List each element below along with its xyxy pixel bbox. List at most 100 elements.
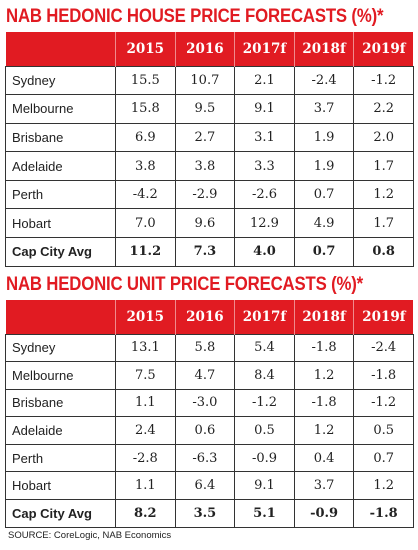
value-cell: -2.8 xyxy=(115,443,176,473)
value-cell: 5.4 xyxy=(234,333,295,363)
value-cell: 2.7 xyxy=(174,122,236,153)
value-cell: 3.3 xyxy=(234,151,295,181)
value-cell: 0.5 xyxy=(353,416,414,445)
value-cell: 8.2 xyxy=(115,499,176,528)
value-cell: 0.7 xyxy=(293,237,355,267)
column-header: 2019f xyxy=(353,32,414,66)
row-label: Brisbane xyxy=(5,388,116,418)
column-header: 2017f xyxy=(234,32,295,66)
table-row: Adelaide 2.4 0.6 0.5 1.2 0.5 xyxy=(5,416,414,445)
value-cell: 1.9 xyxy=(293,151,355,181)
value-cell: 1.7 xyxy=(353,208,414,239)
value-cell: 1.7 xyxy=(353,151,414,181)
table-row: Hobart 1.1 6.4 9.1 3.7 1.2 xyxy=(5,471,414,501)
row-label: Melbourne xyxy=(5,94,116,124)
value-cell: 0.7 xyxy=(293,179,355,210)
column-header: 2018f xyxy=(293,32,354,66)
source-note: SOURCE: CoreLogic, NAB Economics xyxy=(8,530,172,541)
value-cell: 9.5 xyxy=(174,94,236,124)
table-header-row: 2015 2016 2017f 2018f 2019f xyxy=(5,32,414,66)
value-cell: -2.4 xyxy=(293,65,355,96)
row-label: Sydney xyxy=(5,333,116,363)
value-cell: 0.5 xyxy=(234,416,295,445)
value-cell: 1.2 xyxy=(353,471,414,501)
average-row: Cap City Avg 11.2 7.3 4.0 0.7 0.8 xyxy=(5,237,414,267)
value-cell: 0.8 xyxy=(353,237,414,267)
value-cell: 3.7 xyxy=(293,471,355,501)
house-price-table: 2015 2016 2017f 2018f 2019f Sydney 15.5 10.7 2.… xyxy=(5,32,414,267)
column-header: 2015 xyxy=(115,300,176,334)
table-row: Sydney 15.5 10.7 2.1 -2.4 -1.2 xyxy=(5,65,414,96)
unit-table-title: NAB HEDONIC UNIT PRICE FORECASTS (%)* xyxy=(6,273,364,295)
value-cell: 3.7 xyxy=(293,94,355,124)
row-label: Sydney xyxy=(5,65,116,96)
value-cell: 13.1 xyxy=(115,333,176,363)
value-cell: -1.2 xyxy=(353,388,414,418)
value-cell: -4.2 xyxy=(115,179,176,210)
value-cell: 7.3 xyxy=(174,237,236,267)
value-cell: 6.4 xyxy=(174,471,236,501)
value-cell: 3.8 xyxy=(174,151,236,181)
value-cell: 7.5 xyxy=(115,361,176,390)
column-header: 2016 xyxy=(174,300,235,334)
table-row: Melbourne 7.5 4.7 8.4 1.2 -1.8 xyxy=(5,361,414,390)
column-header: 2018f xyxy=(293,300,354,334)
value-cell: -1.8 xyxy=(353,361,414,390)
column-header: 2015 xyxy=(115,32,176,66)
value-cell: 10.7 xyxy=(174,65,236,96)
value-cell: -2.9 xyxy=(174,179,236,210)
value-cell: -1.8 xyxy=(293,388,355,418)
table-row: Adelaide 3.8 3.8 3.3 1.9 1.7 xyxy=(5,151,414,181)
row-label: Adelaide xyxy=(5,151,116,181)
table-row: Brisbane 1.1 -3.0 -1.2 -1.8 -1.2 xyxy=(5,388,414,418)
value-cell: 2.2 xyxy=(353,94,414,124)
value-cell: 3.5 xyxy=(174,499,236,528)
value-cell: 0.6 xyxy=(174,416,236,445)
value-cell: -0.9 xyxy=(234,443,295,473)
value-cell: 1.2 xyxy=(293,416,355,445)
value-cell: -2.6 xyxy=(234,179,295,210)
value-cell: 9.1 xyxy=(234,471,295,501)
table-row: Hobart 7.0 9.6 12.9 4.9 1.7 xyxy=(5,208,414,239)
value-cell: 6.9 xyxy=(115,122,176,153)
row-label: Cap City Avg xyxy=(5,237,116,267)
value-cell: 2.4 xyxy=(115,416,176,445)
value-cell: 0.7 xyxy=(353,443,414,473)
value-cell: 15.5 xyxy=(115,65,176,96)
value-cell: 8.4 xyxy=(234,361,295,390)
row-label: Cap City Avg xyxy=(5,499,116,528)
header-cell-blank xyxy=(5,300,116,334)
table-row: Perth -2.8 -6.3 -0.9 0.4 0.7 xyxy=(5,443,414,473)
row-label: Hobart xyxy=(5,471,116,501)
value-cell: -1.8 xyxy=(293,333,355,363)
column-header: 2017f xyxy=(234,300,295,334)
value-cell: 12.9 xyxy=(234,208,295,239)
value-cell: 2.0 xyxy=(353,122,414,153)
value-cell: 11.2 xyxy=(115,237,176,267)
value-cell: 9.1 xyxy=(234,94,295,124)
value-cell: 1.1 xyxy=(115,388,176,418)
house-table-title: NAB HEDONIC HOUSE PRICE FORECASTS (%)* xyxy=(6,5,384,27)
value-cell: 3.1 xyxy=(234,122,295,153)
row-label: Hobart xyxy=(5,208,116,239)
table-header-row: 2015 2016 2017f 2018f 2019f xyxy=(5,300,414,334)
column-header: 2016 xyxy=(174,32,235,66)
value-cell: 1.9 xyxy=(293,122,355,153)
value-cell: -6.3 xyxy=(174,443,236,473)
value-cell: 5.8 xyxy=(174,333,236,363)
value-cell: 7.0 xyxy=(115,208,176,239)
row-label: Perth xyxy=(5,179,116,210)
table-row: Perth -4.2 -2.9 -2.6 0.7 1.2 xyxy=(5,179,414,210)
value-cell: 5.1 xyxy=(234,499,295,528)
value-cell: 1.2 xyxy=(353,179,414,210)
average-row: Cap City Avg 8.2 3.5 5.1 -0.9 -1.8 xyxy=(5,499,414,528)
table-row: Sydney 13.1 5.8 5.4 -1.8 -2.4 xyxy=(5,333,414,363)
value-cell: 15.8 xyxy=(115,94,176,124)
value-cell: 9.6 xyxy=(174,208,236,239)
value-cell: 3.8 xyxy=(115,151,176,181)
table-row: Brisbane 6.9 2.7 3.1 1.9 2.0 xyxy=(5,122,414,153)
row-label: Perth xyxy=(5,443,116,473)
column-header: 2019f xyxy=(353,300,414,334)
table-row: Melbourne 15.8 9.5 9.1 3.7 2.2 xyxy=(5,94,414,124)
value-cell: 1.2 xyxy=(293,361,355,390)
